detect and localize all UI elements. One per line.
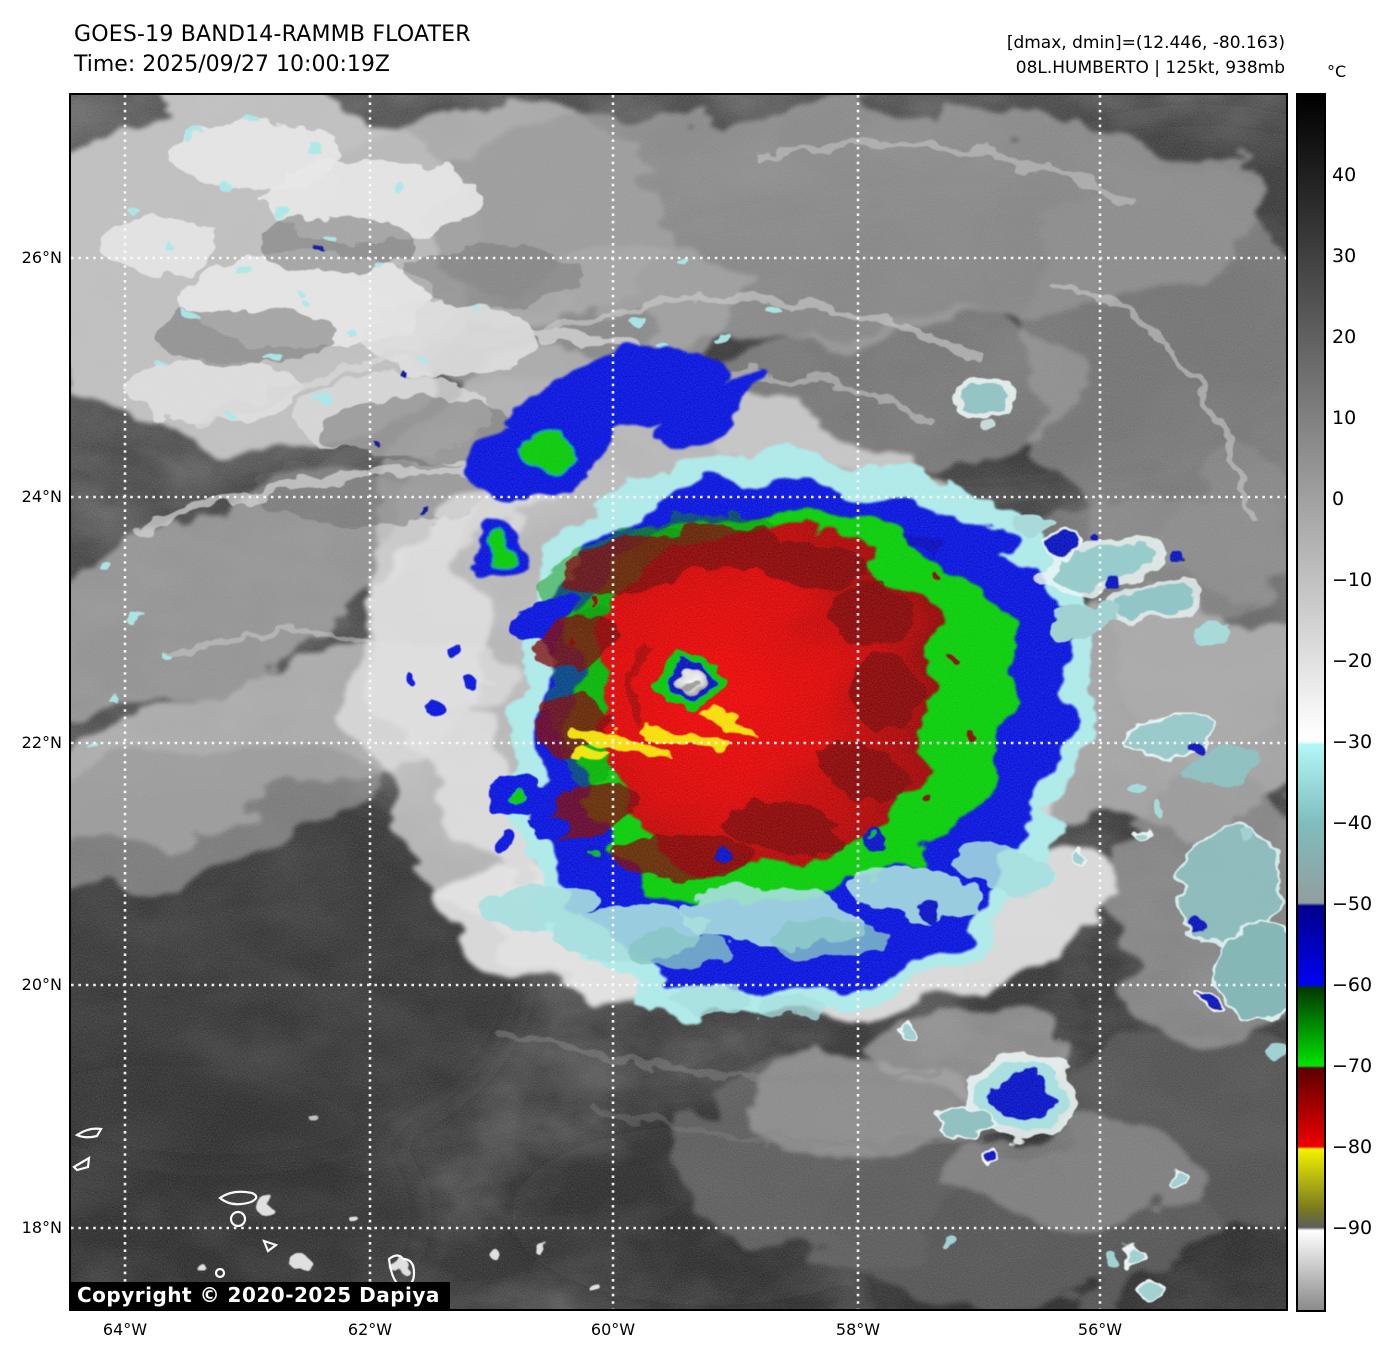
satellite-scene [71, 95, 1286, 1309]
storm-info-annotation: 08L.HUMBERTO | 125kt, 938mb [1015, 58, 1285, 78]
product-time: Time: 2025/09/27 10:00:19Z [74, 52, 390, 77]
lat-tick-label: 22°N [21, 733, 62, 752]
lat-tick-label: 24°N [21, 487, 62, 506]
colorbar-unit-label: °C [1327, 62, 1347, 81]
colorbar-tick-label: −60 [1332, 974, 1373, 996]
colorbar-tick-label: −90 [1332, 1217, 1373, 1239]
product-title: GOES-19 BAND14-RAMMB FLOATER [74, 22, 471, 47]
colorbar-tick-label: −10 [1332, 569, 1373, 591]
colorbar-tick-label: 10 [1332, 407, 1357, 429]
lon-tick-label: 64°W [102, 1320, 148, 1339]
colorbar-tick-label: 20 [1332, 326, 1357, 348]
colorbar-tick-label: 0 [1332, 488, 1345, 510]
lon-tick-label: 60°W [590, 1320, 636, 1339]
grain-overlay [71, 95, 1286, 1309]
colorbar-tick-label: −70 [1332, 1055, 1373, 1077]
temperature-colorbar [1296, 93, 1326, 1312]
lon-tick-label: 58°W [835, 1320, 881, 1339]
colorbar-tick-label: −20 [1332, 650, 1373, 672]
lon-tick-label: 62°W [347, 1320, 393, 1339]
lon-tick-label: 56°W [1077, 1320, 1123, 1339]
colorbar-tick-label: −40 [1332, 812, 1373, 834]
colorbar-tick-label: −30 [1332, 731, 1373, 753]
satellite-map [69, 93, 1288, 1311]
dmax-dmin-annotation: [dmax, dmin]=(12.446, -80.163) [1006, 33, 1285, 53]
colorbar-tick-label: 40 [1332, 164, 1357, 186]
colorbar-tick-label: −50 [1332, 893, 1373, 915]
colorbar-tick-label: −80 [1332, 1136, 1373, 1158]
colorbar-tick-label: 30 [1332, 245, 1357, 267]
lat-tick-label: 26°N [21, 248, 62, 267]
lat-tick-label: 18°N [21, 1218, 62, 1237]
copyright-label: Copyright © 2020-2025 Dapiya [69, 1282, 450, 1311]
lat-tick-label: 20°N [21, 975, 62, 994]
